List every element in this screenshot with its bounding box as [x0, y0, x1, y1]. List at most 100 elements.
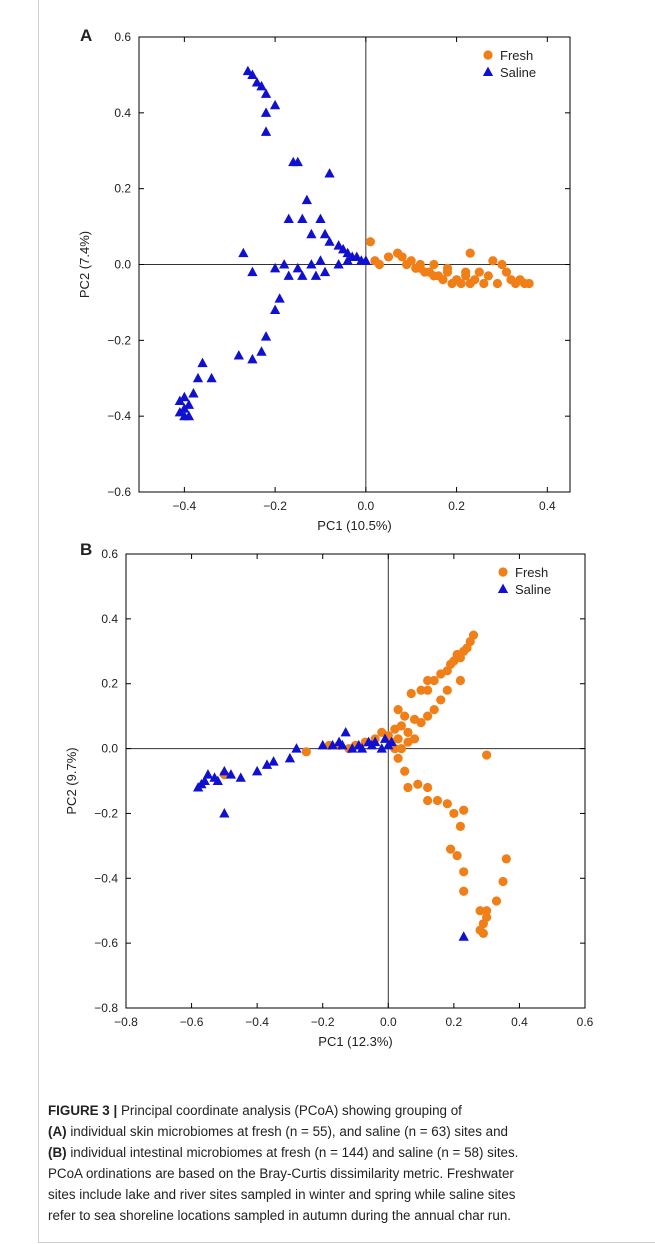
x-tick-label: 0.2	[448, 499, 465, 513]
data-point-fresh	[436, 695, 446, 705]
data-point-saline	[315, 213, 326, 224]
data-point-fresh	[497, 259, 507, 270]
data-point-fresh	[365, 237, 375, 247]
data-point-fresh	[478, 928, 488, 939]
x-tick-label: 0.0	[380, 1015, 397, 1029]
data-point-saline	[458, 931, 469, 941]
legend-marker-fresh	[483, 50, 493, 60]
caption-line-6: refer to sea shoreline locations sampled…	[48, 1208, 511, 1223]
data-point-saline	[261, 759, 273, 769]
data-point-fresh	[429, 271, 439, 281]
data-point-fresh	[429, 675, 439, 686]
data-point-fresh	[400, 766, 410, 776]
data-point-saline	[247, 69, 258, 79]
data-point-fresh	[403, 727, 413, 737]
data-point-saline	[256, 346, 267, 356]
data-point-saline	[260, 88, 272, 98]
legend-marker-saline	[497, 583, 509, 594]
data-point-saline	[319, 228, 331, 239]
data-point-fresh	[524, 278, 534, 289]
x-axis-label: PC1 (10.5%)	[317, 518, 391, 533]
y-tick-label: −0.2	[107, 333, 131, 347]
data-point-fresh	[442, 799, 452, 809]
data-point-fresh	[409, 714, 420, 724]
legend-label: Fresh	[515, 565, 548, 580]
caption-panel-a-ref: (A)	[48, 1124, 67, 1139]
data-point-fresh	[423, 685, 433, 695]
caption-text-3: individual intestinal microbiomes at fre…	[70, 1145, 519, 1160]
data-point-saline	[225, 769, 237, 779]
data-point-fresh	[423, 782, 433, 793]
x-tick-label: −0.4	[245, 1015, 269, 1029]
legend-marker-fresh	[498, 567, 508, 577]
caption-text-2: individual skin microbiomes at fresh (n …	[70, 1124, 508, 1139]
data-point-fresh	[465, 248, 475, 258]
data-point-saline	[333, 259, 344, 269]
data-point-saline	[269, 304, 281, 315]
y-tick-label: −0.4	[94, 871, 118, 885]
data-point-saline	[212, 775, 223, 786]
data-point-saline	[337, 739, 348, 750]
data-point-saline	[333, 240, 344, 250]
data-point-fresh	[456, 278, 466, 289]
y-tick-label: −0.4	[107, 409, 131, 423]
data-point-fresh	[459, 867, 469, 877]
chart-a: −0.4 −0.2 0.0 0.2 0.4 −0.6 −0.4 −0.2 0.0 0.2 0.4 0.…	[77, 30, 571, 533]
data-point-saline	[256, 80, 267, 91]
panel-label-b: B	[80, 540, 93, 559]
y-tick-label: 0.0	[114, 258, 131, 272]
data-point-saline	[269, 262, 281, 273]
data-point-fresh	[423, 711, 433, 721]
data-point-fresh	[400, 711, 410, 721]
data-point-saline	[370, 736, 381, 747]
caption-line-5: sites include lake and river sites sampl…	[48, 1187, 516, 1202]
caption-text-1: Principal coordinate analysis (PCoA) sho…	[120, 1103, 462, 1118]
x-tick-label: 0.4	[511, 1015, 528, 1029]
data-point-saline	[351, 251, 362, 261]
data-point-saline	[284, 752, 296, 763]
data-point-saline	[269, 99, 281, 110]
data-point-saline	[192, 372, 204, 383]
data-point-saline	[306, 228, 317, 239]
data-point-fresh	[483, 271, 493, 281]
y-tick-label: 0.4	[101, 612, 118, 626]
data-point-saline	[338, 243, 349, 254]
data-point-saline	[197, 357, 208, 368]
data-point-fresh	[501, 267, 512, 277]
y-tick-label: 0.6	[114, 30, 131, 44]
data-point-saline	[179, 403, 190, 413]
figure-frame	[38, 0, 655, 1243]
legend-label: Saline	[515, 582, 551, 597]
data-point-saline	[342, 247, 353, 258]
data-point-fresh	[429, 259, 439, 270]
data-point-fresh	[413, 779, 423, 789]
y-tick-label: −0.2	[94, 806, 118, 820]
data-point-saline	[340, 726, 351, 737]
data-point-fresh	[455, 821, 466, 831]
data-point-fresh	[482, 750, 492, 760]
data-point-saline	[324, 168, 335, 178]
plot-frame	[125, 553, 586, 1009]
data-point-saline	[279, 259, 290, 269]
data-point-fresh	[396, 721, 406, 731]
data-point-saline	[260, 126, 272, 136]
caption-line-3: (B) individual intestinal microbiomes at…	[48, 1142, 648, 1163]
data-point-saline	[174, 406, 185, 417]
x-tick-label: −0.4	[173, 499, 197, 513]
caption-figure-label: FIGURE 3 |	[48, 1103, 118, 1118]
data-point-saline	[268, 756, 279, 766]
data-point-saline	[379, 733, 391, 743]
data-point-saline	[319, 266, 331, 277]
data-point-fresh	[390, 743, 400, 754]
data-point-saline	[306, 259, 317, 269]
data-point-saline	[297, 213, 308, 224]
data-point-fresh	[423, 675, 433, 686]
data-point-saline	[342, 255, 353, 265]
data-point-fresh	[397, 252, 407, 262]
data-point-saline	[283, 270, 294, 280]
data-point-saline	[347, 743, 358, 753]
data-point-fresh	[492, 278, 503, 289]
data-point-saline	[179, 391, 190, 402]
data-point-saline	[260, 107, 272, 117]
